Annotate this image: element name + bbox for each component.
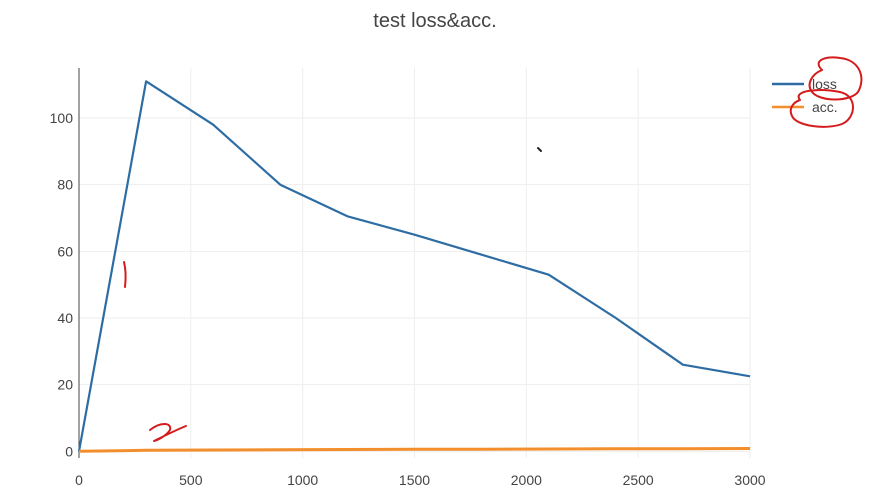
y-tick-label: 40 [57, 310, 73, 326]
annotation-mark-two [149, 423, 187, 442]
y-tick-label: 60 [57, 243, 73, 259]
y-tick-label: 0 [65, 443, 73, 459]
axes: 0 500 1000 1500 2000 2500 3000 0 20 40 60 80 100 [50, 68, 766, 488]
x-tick-label: 500 [179, 472, 203, 488]
annotation-mark-tick [537, 147, 542, 152]
y-tick-label: 100 [50, 110, 74, 126]
legend: loss acc. [772, 76, 838, 115]
x-tick-label: 1500 [399, 472, 430, 488]
x-tick-label: 2500 [623, 472, 654, 488]
annotations [123, 56, 863, 442]
chart-title: test loss&acc. [373, 10, 497, 32]
y-tick-label: 20 [57, 377, 73, 393]
y-tick-label: 80 [57, 177, 73, 193]
x-tick-label: 0 [75, 472, 83, 488]
annotation-circle-loss [808, 56, 863, 101]
legend-label-acc: acc. [812, 99, 838, 115]
annotation-circle-acc [789, 89, 854, 128]
grid [79, 68, 751, 458]
annotation-mark-one [123, 261, 127, 288]
x-tick-label: 2000 [511, 472, 542, 488]
x-tick-label: 3000 [734, 472, 765, 488]
legend-label-loss: loss [812, 76, 837, 92]
x-tick-label: 1000 [287, 472, 318, 488]
series-layer [77, 80, 751, 453]
